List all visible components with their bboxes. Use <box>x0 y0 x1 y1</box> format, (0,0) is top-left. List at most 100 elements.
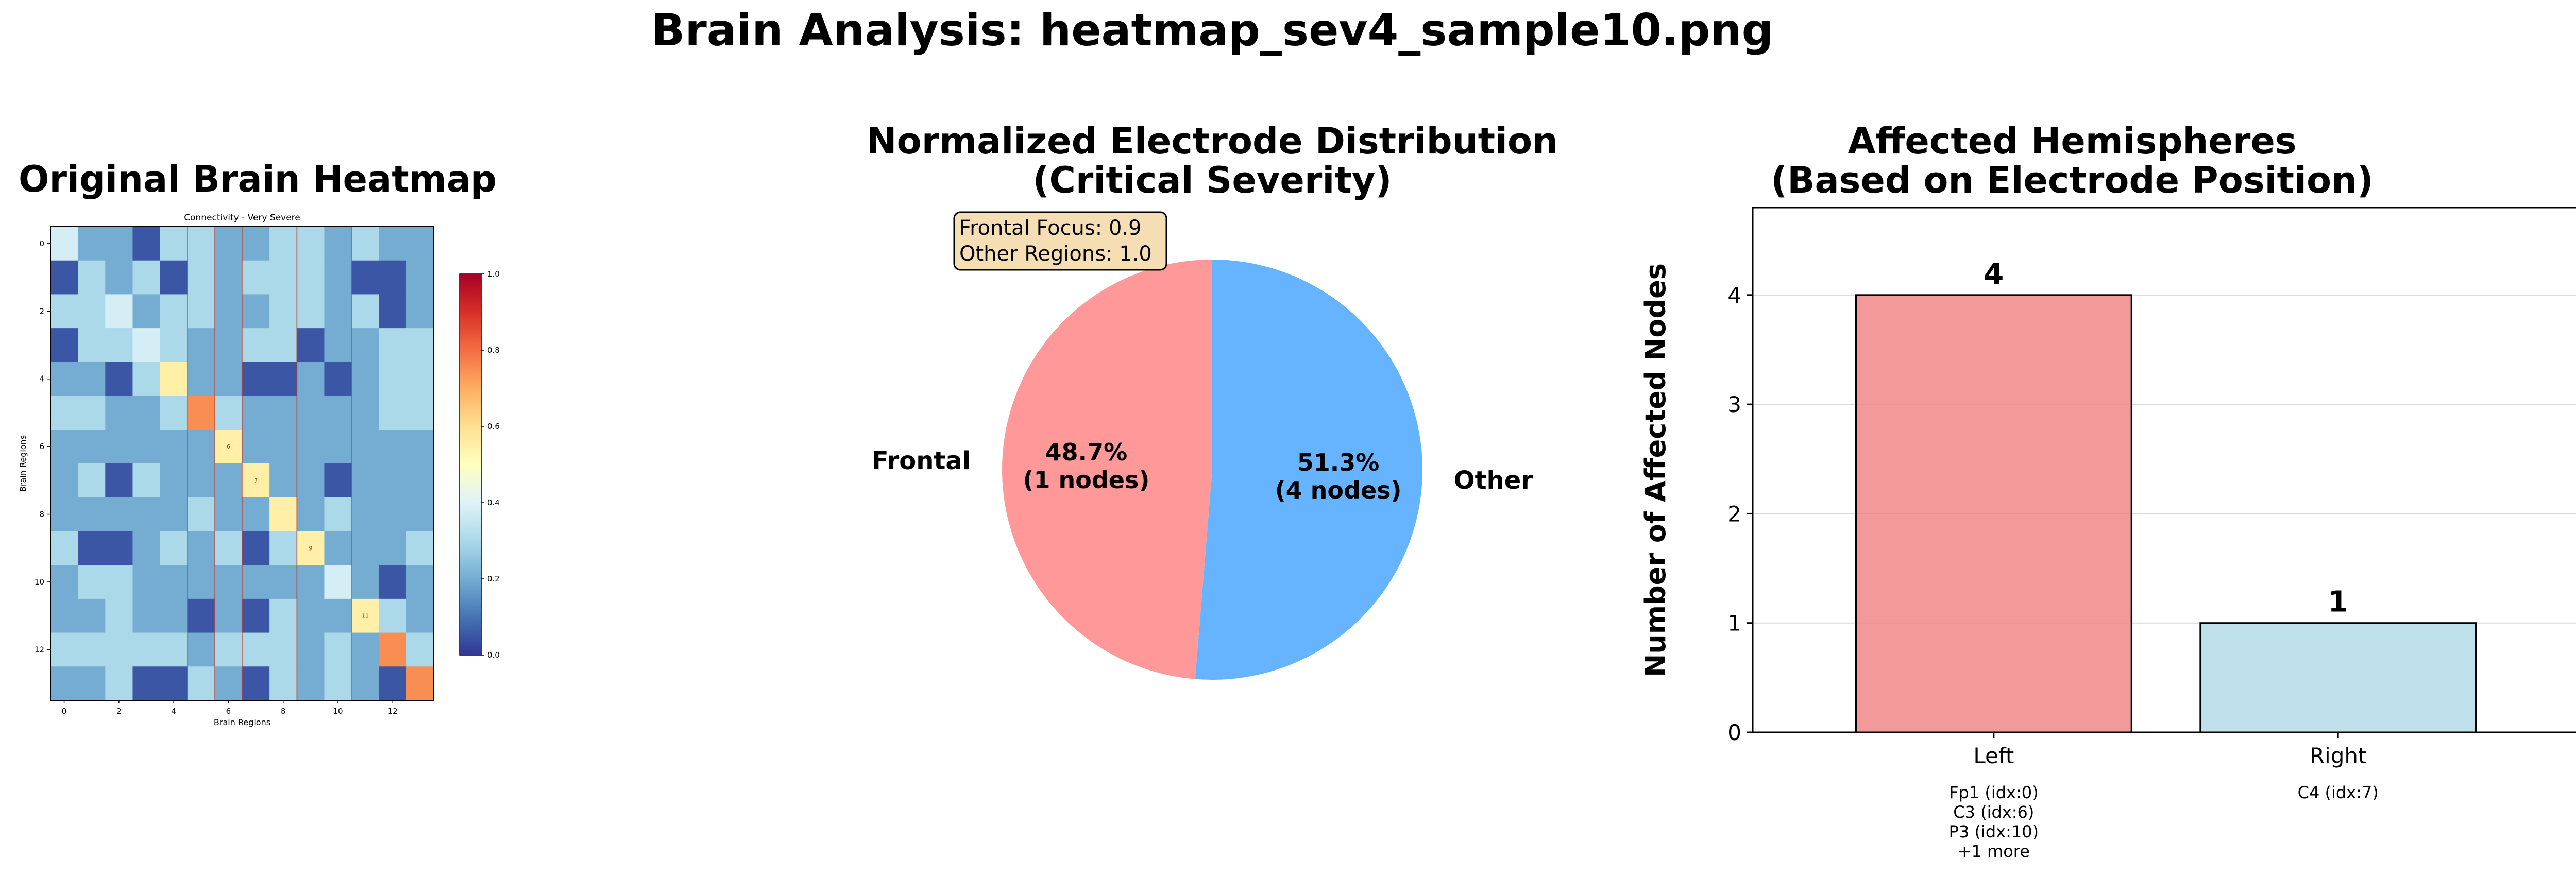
bar-category-detail: +1 more <box>1958 841 2030 861</box>
bar-right <box>2199 622 2477 733</box>
heatmap-panel-title: Original Brain Heatmap <box>19 158 497 200</box>
heatmap-cell <box>132 632 161 667</box>
pie-slice-frontal <box>1002 260 1212 679</box>
heatmap-cell <box>406 598 434 633</box>
pie-annotation-background <box>953 211 1167 271</box>
bar-category-detail: C4 (idx:7) <box>2298 783 2379 802</box>
heatmap-cell <box>132 666 161 701</box>
heatmap-cell <box>50 632 78 667</box>
heatmap-cell <box>132 260 161 295</box>
heatmap-cell <box>50 396 78 430</box>
heatmap-cell-labels: 6 7 9 11 <box>227 443 369 620</box>
heatmap-cell <box>351 666 380 701</box>
heatmap-y-tick-label: 4 <box>39 374 44 384</box>
heatmap-cell <box>160 565 188 599</box>
heatmap-cell <box>78 632 106 667</box>
heatmap-cell <box>78 362 106 397</box>
heatmap-cell <box>50 430 78 464</box>
heatmap-cell <box>187 666 215 701</box>
bar-y-tick-label: 0 <box>1727 720 1741 745</box>
heatmap-cell <box>269 463 297 498</box>
heatmap-cell <box>379 362 407 397</box>
heatmap-cell <box>269 227 297 261</box>
heatmap-cell <box>242 565 270 599</box>
heatmap-cell <box>406 497 434 532</box>
heatmap-cell <box>379 328 407 363</box>
heatmap-cell <box>242 497 270 532</box>
heatmap-cell <box>214 463 243 498</box>
heatmap-colorbar <box>459 273 482 656</box>
pie-percent-label: 48.7% <box>1045 438 1128 466</box>
heatmap-cell <box>297 260 325 295</box>
pie-count-label: (1 nodes) <box>1023 466 1149 494</box>
colorbar-tick-label: 0.0 <box>487 650 500 660</box>
bar-title-line: (Based on Electrode Position) <box>1771 159 2374 201</box>
heatmap-cell <box>297 565 325 599</box>
heatmap-cell <box>78 666 106 701</box>
heatmap-frame <box>50 226 434 701</box>
heatmap-cell <box>324 565 352 599</box>
heatmap-cell <box>406 328 434 363</box>
heatmap-cell <box>78 260 106 295</box>
heatmap-cell <box>351 632 380 667</box>
heatmap-cell <box>379 396 407 430</box>
pie-annotation-line-2: Other Regions: 1.0 <box>959 242 1152 266</box>
heatmap-cell <box>105 260 133 295</box>
pie-count-label: (4 nodes) <box>1275 476 1402 504</box>
heatmap-cell <box>297 328 325 363</box>
heatmap-cell <box>132 328 161 363</box>
heatmap-cell <box>105 328 133 363</box>
heatmap-cell <box>242 227 270 261</box>
heatmap-y-tick-label: 2 <box>39 306 44 316</box>
heatmap-x-ticks: 0 2 4 6 8 10 12 <box>62 700 398 716</box>
heatmap-cell <box>351 328 380 363</box>
heatmap-cell <box>78 396 106 430</box>
bar-ylabel: Number of Affected Nodes <box>1639 263 1672 677</box>
heatmap-cell <box>297 362 325 397</box>
heatmap-cells <box>50 227 434 701</box>
heatmap-cell <box>160 430 188 464</box>
heatmap-cell <box>160 227 188 261</box>
heatmap-cell <box>242 328 270 363</box>
heatmap-cell <box>379 666 407 701</box>
heatmap-cell <box>214 430 243 464</box>
heatmap-cell <box>214 294 243 329</box>
heatmap-cell <box>379 565 407 599</box>
heatmap-cell <box>160 260 188 295</box>
heatmap-cell <box>78 227 106 261</box>
heatmap-cell <box>50 463 78 498</box>
heatmap-cell <box>379 227 407 261</box>
colorbar-tick-label: 0.6 <box>487 422 500 431</box>
heatmap-x-tick-label: 8 <box>281 707 286 716</box>
heatmap-cell <box>187 598 215 633</box>
heatmap-cell <box>297 497 325 532</box>
heatmap-cell <box>187 227 215 261</box>
heatmap-y-tick-label: 6 <box>39 442 44 451</box>
pie-slice-other <box>1195 260 1422 680</box>
bar-category-detail: C3 (idx:6) <box>1953 802 2034 822</box>
heatmap-xlabel: Brain Regions <box>214 717 270 727</box>
heatmap-x-tick-label: 10 <box>333 707 343 716</box>
heatmap-cell <box>160 598 188 633</box>
heatmap-cell <box>324 463 352 498</box>
heatmap-cell <box>406 463 434 498</box>
heatmap-cell <box>324 666 352 701</box>
heatmap-cell <box>269 598 297 633</box>
heatmap-cell <box>269 497 297 532</box>
bar-y-tick-label: 3 <box>1727 392 1741 417</box>
heatmap-cell <box>105 396 133 430</box>
pie-category-label: Frontal <box>872 446 971 475</box>
heatmap-cell <box>50 598 78 633</box>
bar-title-line: Affected Hemispheres <box>1848 120 2296 162</box>
pie-title-line: Normalized Electrode Distribution <box>867 120 1558 162</box>
heatmap-cell <box>269 666 297 701</box>
pie-labels: Frontal 48.7%(1 nodes) Other 51.3%(4 nodes) <box>872 438 1533 504</box>
heatmap-cell <box>351 362 380 397</box>
heatmap-cell <box>297 227 325 261</box>
heatmap-cell <box>351 531 380 565</box>
heatmap-cell <box>269 565 297 599</box>
heatmap-cell <box>187 497 215 532</box>
heatmap-cell <box>105 632 133 667</box>
heatmap-cell-label: 6 <box>227 443 230 450</box>
heatmap-cell <box>50 260 78 295</box>
